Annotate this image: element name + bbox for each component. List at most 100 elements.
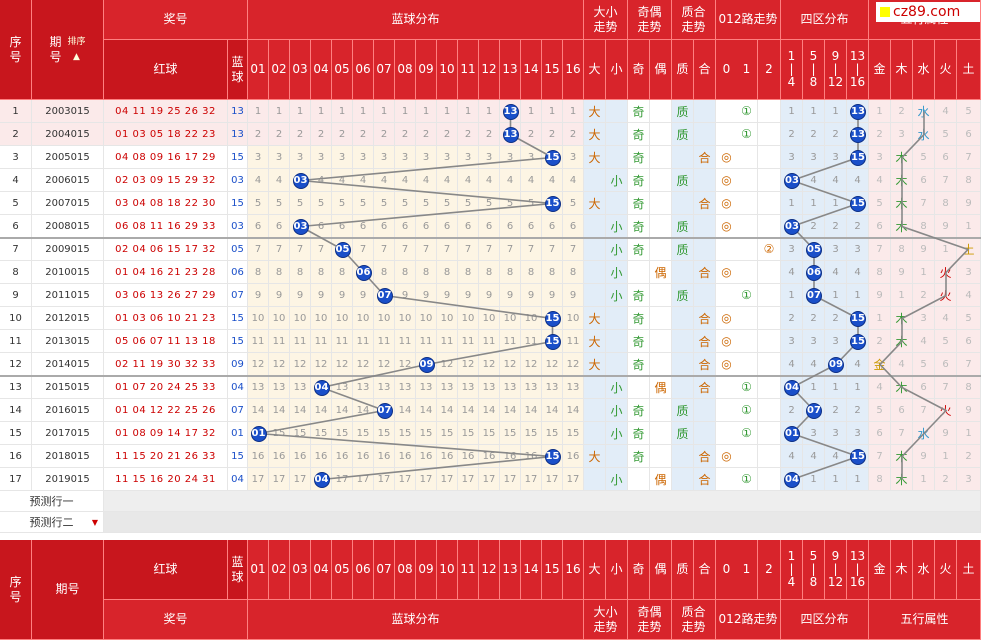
row-period: 2018015 xyxy=(32,445,104,468)
blue-dist-cell-03: 8 xyxy=(290,261,311,284)
blue-dist-cell-15: 12 xyxy=(542,353,563,376)
blue-ball-marker: 03 xyxy=(292,172,309,189)
blue-dist-cell-01: 4 xyxy=(248,169,269,192)
road-cell xyxy=(716,284,738,307)
top-wx-col-2: 水 xyxy=(913,40,935,100)
blue-dist-cell-09: 1 xyxy=(416,100,437,123)
predict-arrow-icon[interactable]: ▼ xyxy=(91,518,99,527)
top-blue-col-03: 03 xyxy=(290,40,311,100)
row-blue-ball: 05 xyxy=(228,238,248,261)
zone-cell: 2 xyxy=(781,307,803,330)
blue-dist-cell-03: 16 xyxy=(290,445,311,468)
oe-cell xyxy=(650,399,672,422)
oe-cell: 奇 xyxy=(628,146,650,169)
row-period: 2012015 xyxy=(32,307,104,330)
blue-dist-cell-03: 3 xyxy=(290,146,311,169)
blue-dist-cell-08: 7 xyxy=(395,238,416,261)
sort-button[interactable]: 排序 ▲ xyxy=(67,36,86,62)
top-road012-header: 012路走势 xyxy=(716,0,781,40)
wx-cell: 5 xyxy=(913,146,935,169)
blue-dist-cell-03: 10 xyxy=(290,307,311,330)
bottom-period-header[interactable]: 期号 xyxy=(32,540,104,640)
pc-cell: 合 xyxy=(694,261,716,284)
top-period-header[interactable]: 期 号排序 ▲ xyxy=(32,0,104,100)
blue-ball-marker: 01 xyxy=(250,425,267,442)
wx-cell: 7 xyxy=(913,399,935,422)
blue-dist-cell-07: 1 xyxy=(374,100,395,123)
oe-cell: 偶 xyxy=(650,261,672,284)
blue-ball-marker: 15 xyxy=(544,310,561,327)
road-cell: ① xyxy=(736,100,758,123)
oe-cell xyxy=(650,169,672,192)
predict-row-label[interactable]: 预测行一 xyxy=(0,491,104,512)
top-prime-header: 质合走势 xyxy=(672,0,716,40)
blue-dist-cell-05: 17 xyxy=(332,468,353,491)
bs-cell xyxy=(584,399,606,422)
pc-cell: 质 xyxy=(672,100,694,123)
row-period: 2005015 xyxy=(32,146,104,169)
blue-dist-cell-11: 3 xyxy=(458,146,479,169)
road-cell xyxy=(758,261,781,284)
bs-cell xyxy=(584,238,606,261)
oe-cell: 奇 xyxy=(628,192,650,215)
zone-cell: 2 xyxy=(825,399,847,422)
zone-cell: 4 xyxy=(825,445,847,468)
road-cell xyxy=(758,376,781,399)
blue-dist-cell-08: 15 xyxy=(395,422,416,445)
road-cell: ◎ xyxy=(716,261,738,284)
wx-cell: 8 xyxy=(957,376,981,399)
blue-dist-cell-05: 13 xyxy=(332,376,353,399)
row-seq: 14 xyxy=(0,399,32,422)
predict-row-body[interactable] xyxy=(104,512,981,533)
top-red-header: 红球 xyxy=(104,40,228,100)
blue-dist-cell-02: 15 xyxy=(269,422,290,445)
blue-dist-cell-09: 3 xyxy=(416,146,437,169)
wx-cell: 水 xyxy=(913,422,935,445)
wx-cell: 2 xyxy=(935,468,957,491)
blue-dist-cell-05: 2 xyxy=(332,123,353,146)
site-logo[interactable]: cz89.com xyxy=(876,2,980,22)
blue-dist-cell-14: 3 xyxy=(521,146,542,169)
zone-cell: 1 xyxy=(803,100,825,123)
top-oddeven-header: 奇偶走势 xyxy=(628,0,672,40)
bs-cell: 大 xyxy=(584,330,606,353)
blue-dist-cell-08: 14 xyxy=(395,399,416,422)
blue-dist-cell-14: 16 xyxy=(521,445,542,468)
predict-row-label[interactable]: 预测行二 xyxy=(0,512,104,533)
blue-dist-cell-15: 13 xyxy=(542,376,563,399)
oe-cell xyxy=(650,146,672,169)
bs-cell: 小 xyxy=(606,376,628,399)
blue-dist-cell-09: 17 xyxy=(416,468,437,491)
road-cell xyxy=(736,169,758,192)
zone-cell: 1 xyxy=(825,100,847,123)
blue-dist-cell-02: 3 xyxy=(269,146,290,169)
bottom-bigsmall-header: 大小走势 xyxy=(584,600,628,640)
zone-cell: 4 xyxy=(781,445,803,468)
top-wx-col-0: 金 xyxy=(869,40,891,100)
row-seq: 4 xyxy=(0,169,32,192)
blue-dist-cell-07: 6 xyxy=(374,215,395,238)
row-red-balls: 03 06 13 26 27 29 xyxy=(104,284,228,307)
zone-cell: 4 xyxy=(847,261,869,284)
blue-dist-cell-12: 1 xyxy=(479,100,500,123)
row-blue-ball: 09 xyxy=(228,353,248,376)
bottom-oddeven-header: 奇偶走势 xyxy=(628,600,672,640)
row-red-balls: 06 08 11 16 29 33 xyxy=(104,215,228,238)
blue-ball-marker: 04 xyxy=(313,379,330,396)
wx-cell: 6 xyxy=(957,123,981,146)
road-cell xyxy=(716,376,738,399)
blue-dist-cell-06: 17 xyxy=(353,468,374,491)
blue-dist-cell-10: 16 xyxy=(437,445,458,468)
wx-cell: 4 xyxy=(869,376,891,399)
top-wx-col-1: 木 xyxy=(891,40,913,100)
predict-row-body[interactable] xyxy=(104,491,981,512)
blue-ball-marker: 15 xyxy=(544,195,561,212)
top-blue-col-11: 11 xyxy=(458,40,479,100)
wx-cell: 7 xyxy=(957,353,981,376)
blue-dist-cell-09: 11 xyxy=(416,330,437,353)
blue-dist-cell-16: 1 xyxy=(563,100,584,123)
bs-cell: 小 xyxy=(606,215,628,238)
blue-dist-cell-04: 3 xyxy=(311,146,332,169)
row-blue-ball: 15 xyxy=(228,146,248,169)
bottom-blue-col-06: 06 xyxy=(353,540,374,600)
